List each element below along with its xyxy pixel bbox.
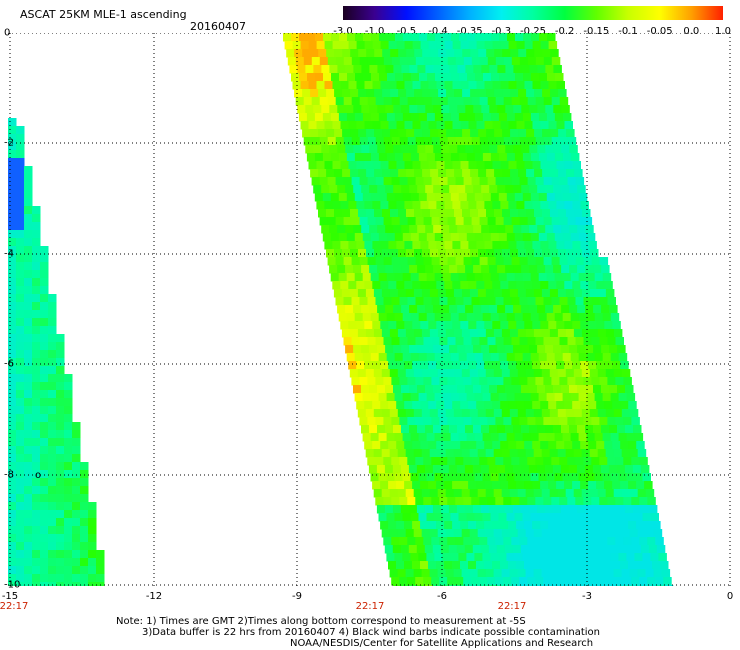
colorbar-gradient [343,6,723,20]
y-tick-1: -2 [4,137,14,149]
colorbar-label: 0.0 [683,26,700,37]
colorbar-label: -0.05 [646,26,673,37]
colorbar-label: -0.25 [520,26,546,37]
time-label-1: 22:17 [0,601,29,612]
colorbar-label: -0.2 [554,26,575,37]
colorbar-label: -0.1 [618,26,638,37]
colorbar-label: -0.4 [428,26,448,37]
colorbar [343,6,723,20]
x-tick-5: 0 [726,591,734,602]
contamination-marker: o [35,470,41,481]
time-label-2: 22:17 [355,601,385,612]
note-line-2: 3)Data buffer is 22 hrs from 20160407 4)… [142,627,600,638]
map-title: ASCAT 25KM MLE-1 ascending [20,8,187,21]
note-line-3: NOAA/NESDIS/Center for Satellite Applica… [290,638,594,649]
colorbar-label: -0.15 [583,26,610,37]
map-date: 20160407 [190,20,246,33]
grid-lines [8,33,732,586]
colorbar-label: -3.0 [333,26,353,37]
swath-map: o [8,33,732,586]
x-tick-0: -15 [1,591,19,602]
y-tick-4: -8 [4,469,14,481]
time-label-3: 22:17 [497,601,527,612]
x-tick-3: -6 [437,591,447,602]
y-tick-3: -6 [4,358,14,370]
x-tick-2: -9 [292,591,302,602]
colorbar-label: -0.3 [491,26,512,37]
colorbar-label: -0.5 [396,26,417,37]
x-tick-4: -3 [582,591,592,602]
y-tick-0: 0 [4,27,11,39]
swath-cells [8,33,674,586]
y-tick-2: -4 [4,248,14,260]
x-tick-1: -12 [145,591,163,602]
colorbar-label: -0.35 [456,26,483,37]
colorbar-label: -1.0 [364,26,385,37]
colorbar-label: 1.0 [715,26,731,37]
y-tick-5: -10 [4,579,21,591]
note-line-1: Note: 1) Times are GMT 2)Times along bot… [116,616,526,627]
